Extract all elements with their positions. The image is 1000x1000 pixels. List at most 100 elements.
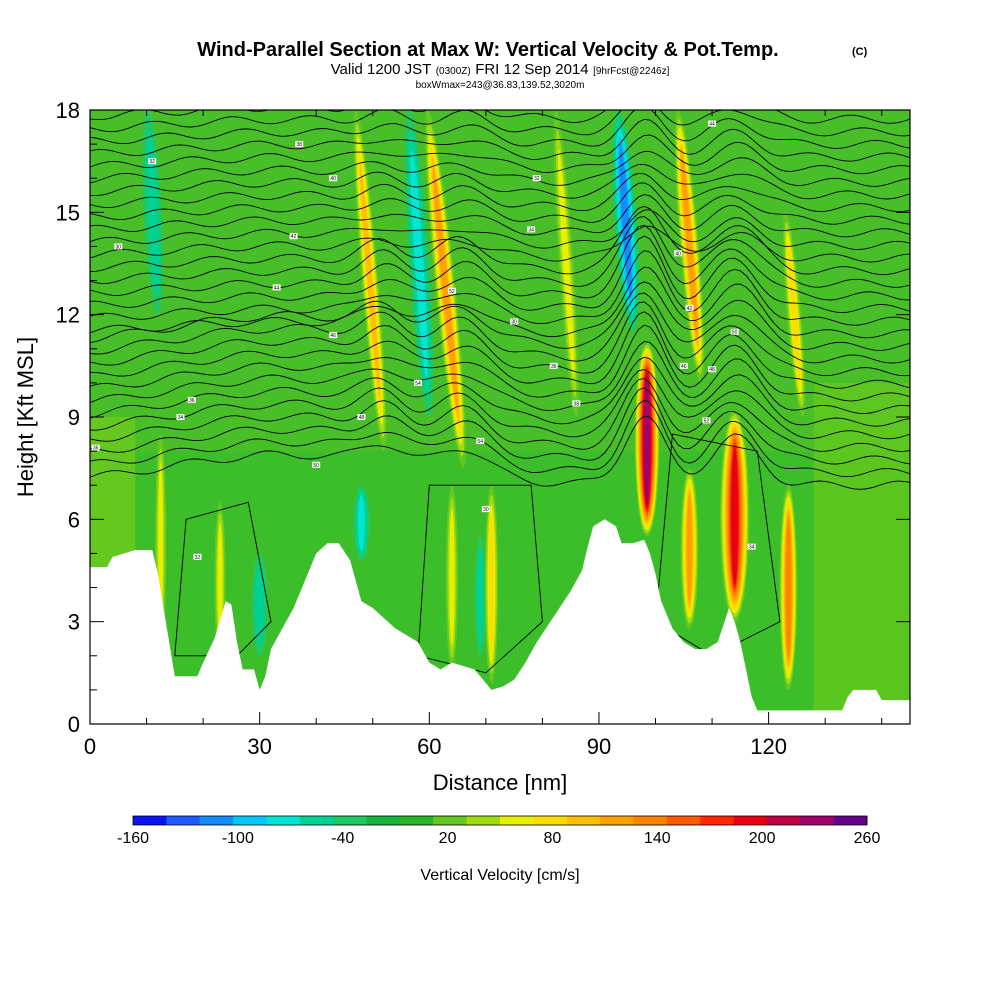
colorbar-segment-3 [233,816,267,825]
theta-label-5: 40 [330,176,336,182]
colorbar-tick-label-0: -160 [117,830,149,847]
theta-label-12: 54 [415,381,421,387]
subtitle-part-utc: (0300Z) [436,66,471,77]
isentrope-18 [90,225,910,263]
right-edge-shading [813,382,910,724]
x-tick-label-4: 120 [750,734,787,759]
isentrope-5 [90,356,910,427]
isentrope-7 [90,324,910,402]
colorbar-segment-2 [199,816,234,825]
colorbar [132,815,868,826]
colorbar-segment-14 [600,816,634,825]
theta-label-27: 32 [195,555,201,561]
isentrope-28 [90,110,910,137]
colorbar-segment-19 [766,816,801,825]
theta-label-box-14 [532,175,541,182]
theta-label-box-28 [747,543,756,550]
theta-label-box-9 [357,414,366,420]
isentrope-29 [90,110,910,124]
theta-label-box-8 [329,332,338,339]
theta-label-box-29 [91,444,100,451]
theta-label-21: 46 [681,364,687,370]
theta-label-box-21 [679,362,688,369]
colorbar-segment-1 [166,816,201,825]
theta-label-28: 34 [749,545,755,551]
isentrope-3 [90,378,910,452]
theta-contours [90,110,910,674]
background-shading [90,110,910,724]
theta-contour-labels: 30 32 34 36 38 40 42 44 46 48 50 52 54 30 32 34 36 38 40 42… [91,120,756,561]
theta-label-11: 52 [449,289,455,295]
colorbar-segment-16 [666,816,701,825]
colorbar-segment-5 [299,816,334,825]
theta-label-box-3 [187,396,196,403]
chart-subtitle-2: boxWmax=243@36.83,139.52,3020m [416,80,585,91]
theta-label-box-12 [414,379,422,386]
theta-label-17: 38 [574,401,580,407]
colorbar-segment-6 [333,816,367,825]
theta-label-box-11 [447,287,456,294]
updraft-band-4-level-3 [489,513,494,655]
isentrope-11 [90,281,910,351]
updraft-band-0-level-11 [644,376,650,503]
isentrope-20 [90,194,910,238]
downdraft-band-4-level-1 [255,563,265,646]
y-tick-label-4: 12 [56,303,80,328]
theta-label-18: 40 [675,251,681,257]
updraft-band-10-level-5 [681,153,698,340]
isentrope-13 [90,250,910,326]
colorbar-segment-12 [533,816,568,825]
isentrope-19 [90,209,910,250]
theta-label-box-2 [176,414,185,420]
theta-label-23: 50 [732,330,738,336]
theta-label-26: 30 [483,507,489,513]
isentrope-16 [90,216,910,288]
colorbar-tick-label-6: 200 [749,830,776,847]
theta-label-box-27 [193,553,202,560]
theta-label-19: 42 [687,306,693,312]
isentrope-25 [90,134,910,175]
theta-label-8: 46 [330,333,336,339]
colorbar-tick-label-3: 20 [439,830,457,847]
colorbar-segment-18 [733,816,768,825]
isentrope-1 [90,399,910,478]
updraft-band-6-level-2 [217,522,223,643]
colorbar-tick-label-4: 80 [544,830,562,847]
updraft-band-9-level-4 [359,162,381,399]
theta-label-box-5 [329,175,338,182]
theta-label-29: 36 [93,446,99,452]
colorbar-segment-4 [266,816,301,825]
theta-label-box-22 [708,366,717,373]
theta-label-16: 36 [551,364,557,370]
theta-label-box-6 [289,233,298,240]
theta-label-box-0 [114,243,123,250]
chart-title: Wind-Parallel Section at Max W: Vertical… [197,39,778,61]
theta-label-14: 32 [534,176,540,182]
theta-label-3: 36 [189,398,195,404]
terrain-mask [90,519,910,724]
theta-label-box-24 [702,417,711,424]
isentrope-24 [90,151,910,187]
y-tick-label-5: 15 [56,200,80,225]
upper-level-shading [90,110,910,452]
x-tick-label-1: 30 [247,734,271,759]
x-axis-label: Distance [nm] [433,770,568,795]
y-tick-label-0: 0 [68,712,80,737]
isentrope-0 [90,415,910,490]
left-edge-shading [90,417,136,568]
downdraft-band-3-level-1 [146,129,160,296]
theta-label-10: 50 [313,463,319,469]
updraft-band-8-level-5 [433,167,458,412]
subtitle-part-valid: Valid 1200 JST [331,61,432,78]
colorbar-segment-21 [833,816,868,825]
y-tick-label-6: 18 [56,98,80,123]
colorbar-label: Vertical Velocity [cm/s] [420,867,579,884]
theta-label-box-19 [685,304,694,311]
theta-label-box-23 [730,328,739,335]
subtitle-part-date: FRI 12 Sep 2014 [475,61,588,78]
theta-label-box-15 [527,226,536,233]
chart-title-mark: (C) [852,46,868,58]
isentrope-23 [90,163,910,200]
colorbar-segment-11 [500,816,534,825]
